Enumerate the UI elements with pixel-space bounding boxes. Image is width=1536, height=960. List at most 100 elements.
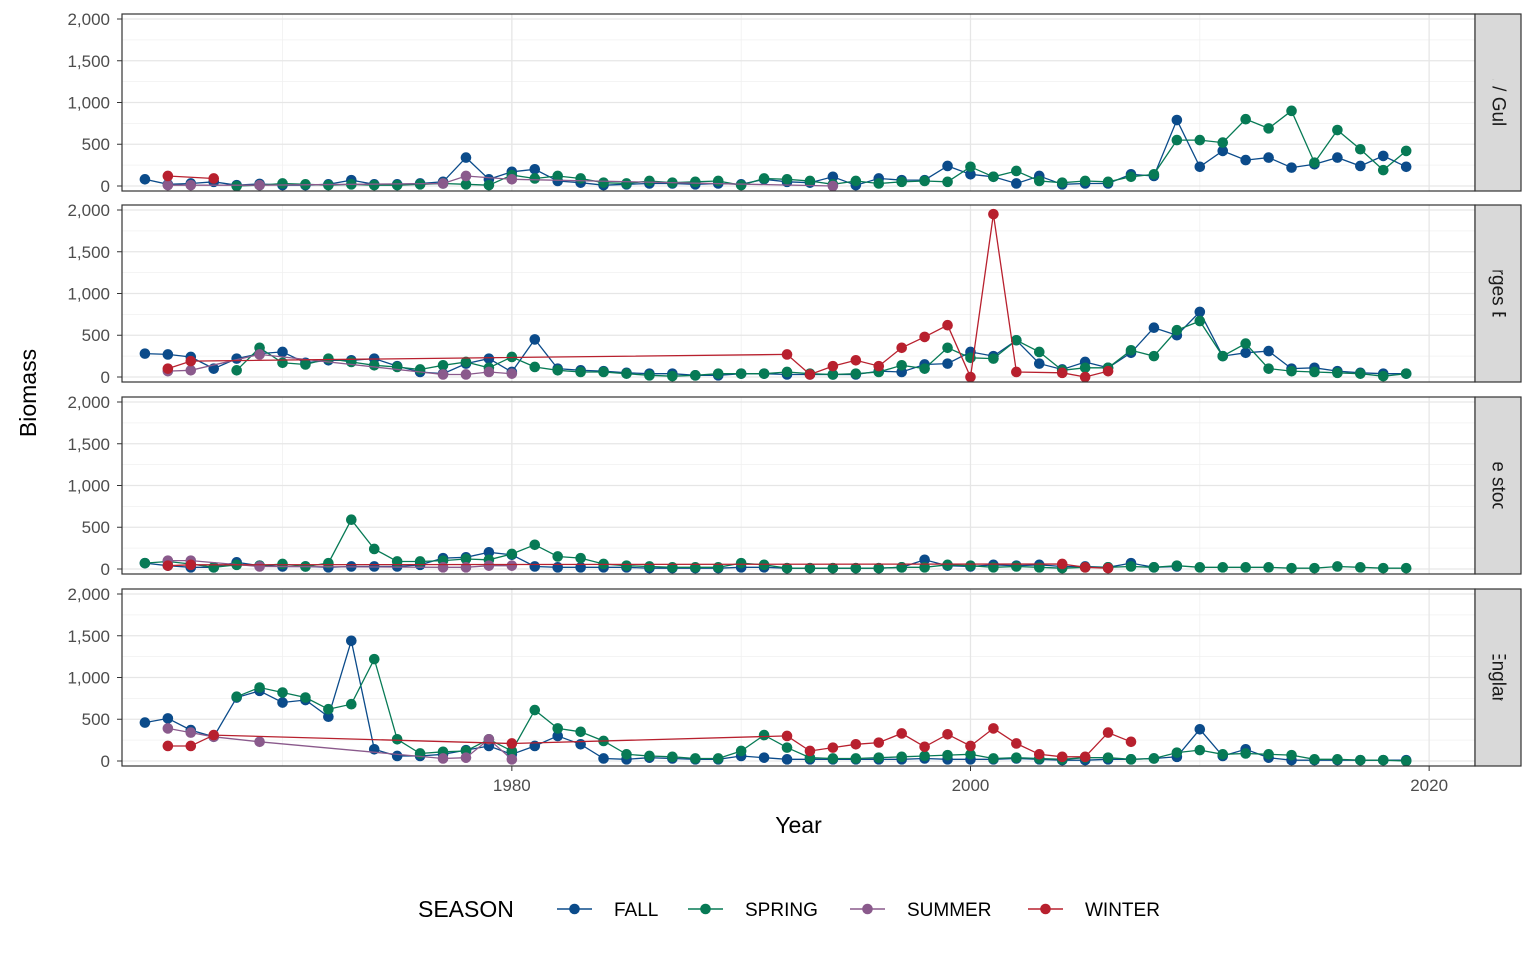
data-point-spring [758,729,770,741]
data-point-fall [483,353,495,364]
data-point-spring [1332,124,1343,136]
data-point-spring [506,548,518,560]
data-point-spring [735,179,747,191]
data-point-spring [1286,562,1297,574]
data-point-fall [942,160,953,172]
panel-data [139,208,1412,382]
data-point-summer [437,178,449,189]
data-point-spring [323,557,334,569]
legend-label: FALL [614,900,658,921]
data-point-spring [667,370,678,382]
data-point-spring [644,175,655,187]
data-point-spring [1263,363,1274,374]
data-point-winter [850,738,862,750]
y-tick-label: 1,000 [67,94,110,113]
data-point-winter [506,738,518,749]
data-point-spring [1263,562,1274,573]
legend-label: SUMMER [907,900,991,921]
data-point-fall [277,346,288,358]
data-point-spring [1217,749,1229,760]
data-point-spring [1286,749,1297,761]
data-point-spring [896,360,907,371]
data-point-spring [1194,315,1206,327]
data-point-spring [1286,365,1297,377]
data-point-spring [1355,143,1366,155]
data-point-spring [1400,755,1412,766]
data-point-spring [965,749,976,760]
data-point-spring [712,562,724,573]
facet-strip [1474,396,1522,575]
data-point-winter [1079,751,1091,763]
panel-4: 0 500 1,000 1,500 2,000 Southern New England … [67,585,1522,771]
legend-item-fall: FALL [557,900,658,921]
data-point-fall [346,635,357,647]
data-point-spring [1171,324,1183,336]
data-point-spring [1263,749,1274,760]
data-point-spring [621,749,632,760]
data-point-spring [781,562,793,574]
data-point-spring [529,173,541,184]
data-point-winter [1011,738,1022,749]
y-tick-label: 0 [101,560,110,579]
data-point-spring [712,175,724,187]
data-point-spring [1148,350,1160,362]
data-point-spring [942,176,953,188]
series-line-spring [236,657,1407,762]
data-point-spring [1309,157,1320,168]
data-point-spring [1011,752,1022,763]
data-point-spring [781,366,793,378]
y-tick-label: 1,000 [67,285,110,304]
y-tick-label: 2,000 [67,393,110,412]
data-point-winter [1011,366,1022,378]
data-point-spring [1377,164,1389,176]
data-point-spring [942,342,953,354]
data-point-fall [162,349,174,360]
data-point-spring [254,682,265,693]
data-point-spring [873,562,885,574]
data-point-summer [506,174,518,185]
data-point-spring [1194,134,1206,146]
data-point-summer [506,560,518,571]
data-point-spring [1033,175,1045,187]
data-point-spring [1286,105,1297,117]
data-point-fall [1194,723,1206,735]
data-point-winter [965,740,976,752]
data-point-winter [827,742,839,753]
data-point-fall [965,169,976,180]
data-point-spring [621,178,632,189]
data-point-summer [185,727,197,738]
panel-data [139,514,1412,574]
data-point-spring [873,178,885,189]
data-point-fall [1332,152,1343,163]
data-point-spring [712,753,724,764]
data-point-spring [1102,176,1114,188]
data-point-fall [1377,150,1389,162]
y-axis-title: Biomass [15,349,41,437]
data-point-spring [644,370,655,381]
data-point-spring [827,369,839,380]
facet-strip [1474,13,1522,192]
panel-data [139,105,1412,191]
data-point-winter [827,360,839,372]
y-tick-label: 1,500 [67,52,110,71]
legend-key-point [700,903,711,915]
data-point-summer [185,179,197,191]
data-point-spring [850,175,862,187]
data-point-spring [1377,370,1389,382]
data-point-fall [919,554,930,566]
x-axis-title: Year [775,812,822,838]
data-point-winter [942,728,953,740]
y-tick-label: 0 [101,177,110,196]
data-point-spring [300,692,311,703]
data-point-spring [1194,744,1206,756]
data-point-fall [1171,114,1183,126]
y-tick-label: 2,000 [67,10,110,29]
data-point-spring [1355,754,1366,766]
data-point-spring [804,562,816,574]
data-point-winter [919,331,930,343]
data-point-spring [988,753,999,764]
data-point-spring [1148,169,1160,180]
data-point-spring [277,558,288,570]
data-point-spring [965,161,976,173]
facet-strip-label: Cape Cod / Gulf of Maine [1488,0,1509,210]
